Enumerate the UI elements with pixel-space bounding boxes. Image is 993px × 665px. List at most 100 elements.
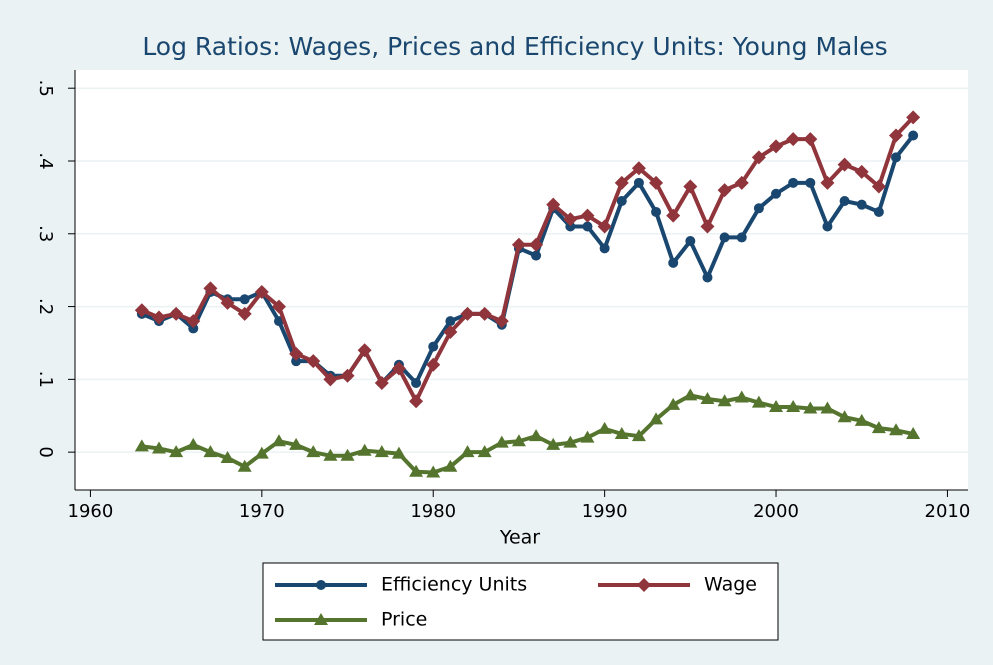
point [700, 392, 715, 405]
point [306, 445, 321, 458]
point [668, 257, 679, 268]
point [683, 179, 698, 194]
point [203, 445, 218, 458]
point [666, 397, 681, 410]
point [906, 426, 921, 439]
point [597, 421, 612, 434]
point [839, 196, 850, 207]
legend-marker [316, 580, 326, 590]
point [477, 445, 492, 458]
point [426, 357, 441, 372]
point [411, 377, 422, 388]
point [374, 375, 389, 390]
point [854, 164, 869, 179]
point [271, 434, 286, 447]
point [599, 243, 610, 254]
series-line [141, 134, 915, 387]
point [856, 199, 867, 210]
point [529, 429, 544, 442]
point [254, 285, 269, 300]
point [683, 388, 698, 401]
legend-label: Efficiency Units [381, 574, 527, 596]
point [580, 430, 595, 443]
series-line [141, 393, 914, 475]
point [134, 439, 149, 452]
point [203, 281, 218, 296]
point [239, 294, 250, 305]
point [736, 232, 747, 243]
point [186, 437, 201, 450]
point [340, 448, 355, 461]
plot-area [75, 70, 968, 490]
point [717, 183, 732, 198]
point [837, 410, 852, 423]
point [616, 196, 627, 207]
point [237, 459, 252, 472]
point [409, 464, 424, 477]
point [631, 429, 646, 442]
point [563, 212, 578, 227]
point [769, 400, 784, 413]
x-axis-title: Year [499, 527, 540, 549]
point [891, 152, 902, 163]
point [186, 314, 201, 329]
point [771, 188, 782, 199]
point [649, 175, 664, 190]
point [460, 306, 475, 321]
x-tick-label: 1990 [582, 501, 628, 522]
x-tick-label: 2000 [753, 501, 799, 522]
point [786, 132, 801, 147]
point [666, 208, 681, 223]
series-line [141, 115, 915, 406]
point [494, 435, 509, 448]
point [582, 221, 593, 232]
point [445, 316, 456, 327]
legend-marker [637, 578, 651, 592]
point [803, 401, 818, 414]
x-tick-label: 2010 [925, 501, 971, 522]
legend [262, 562, 779, 641]
point [702, 272, 713, 283]
point [237, 306, 252, 321]
point [700, 219, 715, 234]
point [871, 179, 886, 194]
point [546, 437, 561, 450]
point [357, 343, 372, 358]
y-tick-label: 0 [35, 446, 56, 457]
point [837, 157, 852, 172]
point [443, 325, 458, 340]
point [357, 443, 372, 456]
point [854, 413, 869, 426]
point [529, 237, 544, 252]
point [374, 445, 389, 458]
point [511, 237, 526, 252]
point [820, 175, 835, 190]
point [769, 139, 784, 154]
point [614, 426, 629, 439]
point [631, 161, 646, 176]
point [460, 445, 475, 458]
point [751, 150, 766, 165]
point [753, 203, 764, 214]
point [805, 177, 816, 188]
point [563, 435, 578, 448]
point [734, 390, 749, 403]
point [323, 372, 338, 387]
point [169, 445, 184, 458]
point [289, 437, 304, 450]
legend-marker [314, 613, 328, 625]
point [443, 459, 458, 472]
point [340, 368, 355, 383]
point [651, 206, 662, 217]
point [719, 232, 730, 243]
point [788, 177, 799, 188]
point [151, 310, 166, 325]
y-tick-label: .1 [35, 371, 56, 388]
point [873, 206, 884, 217]
point [409, 394, 424, 409]
chart-title: Log Ratios: Wages, Prices and Efficiency… [142, 32, 887, 61]
x-tick-label: 1980 [410, 501, 456, 522]
y-tick-label: .5 [35, 80, 56, 97]
point [906, 110, 921, 125]
